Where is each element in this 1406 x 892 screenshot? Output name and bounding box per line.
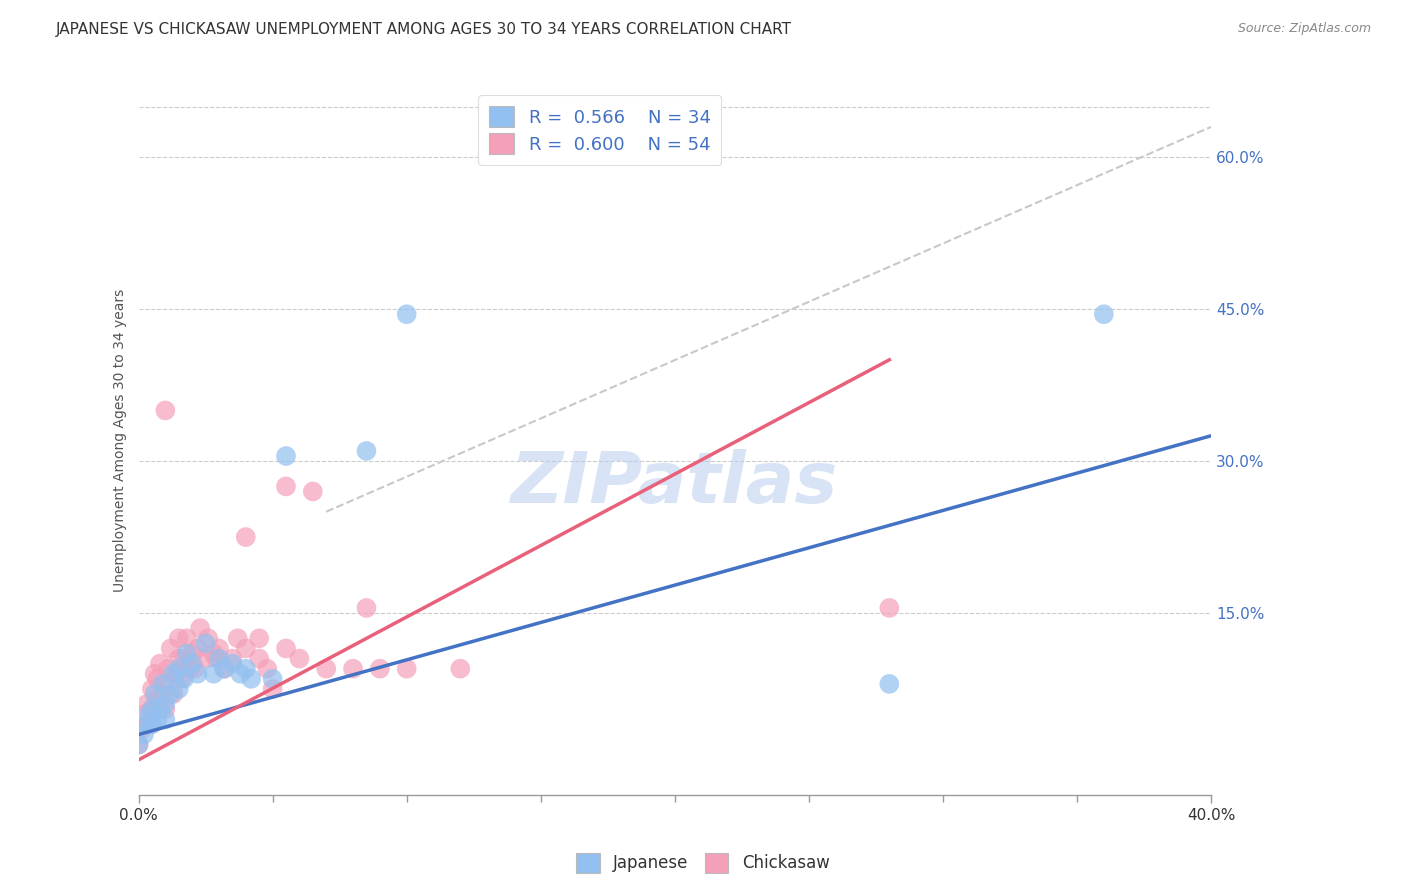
Point: [395, 307, 418, 321]
Point: [395, 662, 418, 676]
Point: [226, 632, 249, 646]
Point: [167, 681, 190, 696]
Point: [186, 641, 208, 656]
Point: [165, 666, 187, 681]
Point: [157, 662, 180, 676]
Point: [194, 636, 217, 650]
Point: [235, 662, 257, 676]
Point: [356, 601, 378, 615]
Point: [247, 651, 270, 665]
Point: [235, 530, 257, 544]
Point: [197, 632, 219, 646]
Point: [208, 651, 231, 665]
Point: [214, 662, 236, 676]
Point: [1092, 307, 1115, 321]
Point: [159, 641, 181, 656]
Point: [186, 666, 208, 681]
Point: [301, 484, 323, 499]
Point: [170, 672, 193, 686]
Point: [181, 647, 204, 661]
Point: [143, 687, 166, 701]
Y-axis label: Unemployment Among Ages 30 to 34 years: Unemployment Among Ages 30 to 34 years: [114, 289, 128, 592]
Point: [167, 632, 190, 646]
Point: [132, 707, 155, 722]
Point: [229, 666, 252, 681]
Point: [188, 621, 211, 635]
Point: [240, 672, 263, 686]
Point: [162, 666, 184, 681]
Point: [167, 651, 190, 665]
Point: [155, 403, 177, 417]
Text: Source: ZipAtlas.com: Source: ZipAtlas.com: [1237, 22, 1371, 36]
Point: [146, 692, 169, 706]
Point: [202, 666, 225, 681]
Point: [202, 647, 225, 661]
Point: [146, 672, 169, 686]
Point: [368, 662, 391, 676]
Point: [176, 632, 198, 646]
Point: [128, 738, 150, 752]
Point: [152, 677, 174, 691]
Point: [179, 662, 201, 676]
Point: [879, 601, 901, 615]
Point: [141, 702, 163, 716]
Text: ZIPatlas: ZIPatlas: [512, 449, 838, 518]
Point: [214, 662, 236, 676]
Point: [155, 697, 177, 711]
Point: [167, 662, 190, 676]
Point: [155, 712, 177, 726]
Point: [173, 651, 195, 665]
Point: [128, 738, 150, 752]
Legend: Japanese, Chickasaw: Japanese, Chickasaw: [569, 847, 837, 880]
Point: [135, 697, 157, 711]
Point: [262, 681, 284, 696]
Point: [159, 687, 181, 701]
Point: [176, 647, 198, 661]
Point: [155, 702, 177, 716]
Point: [449, 662, 471, 676]
Point: [141, 717, 163, 731]
Point: [315, 662, 337, 676]
Point: [149, 702, 172, 716]
Point: [356, 444, 378, 458]
Point: [173, 672, 195, 686]
Point: [879, 677, 901, 691]
Point: [143, 666, 166, 681]
Point: [146, 712, 169, 726]
Point: [274, 641, 297, 656]
Point: [155, 677, 177, 691]
Point: [274, 479, 297, 493]
Point: [181, 657, 204, 671]
Point: [235, 641, 257, 656]
Point: [138, 717, 160, 731]
Point: [141, 681, 163, 696]
Point: [247, 632, 270, 646]
Point: [256, 662, 278, 676]
Point: [184, 662, 207, 676]
Point: [149, 657, 172, 671]
Point: [152, 687, 174, 701]
Point: [129, 723, 152, 737]
Point: [274, 449, 297, 463]
Point: [194, 651, 217, 665]
Point: [135, 717, 157, 731]
Point: [132, 727, 155, 741]
Text: JAPANESE VS CHICKASAW UNEMPLOYMENT AMONG AGES 30 TO 34 YEARS CORRELATION CHART: JAPANESE VS CHICKASAW UNEMPLOYMENT AMONG…: [56, 22, 792, 37]
Point: [221, 651, 243, 665]
Point: [262, 672, 284, 686]
Legend: R =  0.566    N = 34, R =  0.600    N = 54: R = 0.566 N = 34, R = 0.600 N = 54: [478, 95, 721, 165]
Point: [141, 702, 163, 716]
Point: [162, 687, 184, 701]
Point: [288, 651, 311, 665]
Point: [138, 707, 160, 722]
Point: [221, 657, 243, 671]
Point: [342, 662, 364, 676]
Point: [208, 641, 231, 656]
Point: [205, 651, 228, 665]
